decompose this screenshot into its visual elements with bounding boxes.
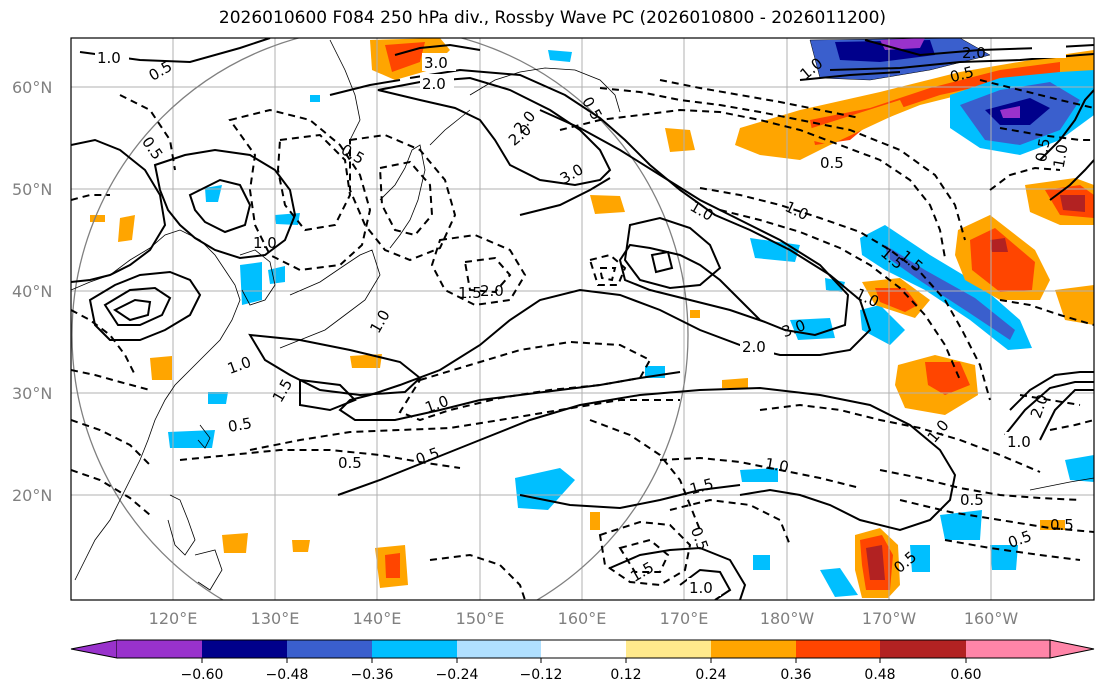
contour-label: 0.5 [948,63,976,87]
contour-label: 2.0 [742,338,766,356]
contour-label: 1.0 [253,234,277,252]
lat-label-30n: 30°N [12,384,52,403]
lat-label-60n: 60°N [12,78,52,97]
shaded-patches [90,38,1094,598]
map-title: 2026010600 F084 250 hPa div., Rossby Wav… [218,8,887,28]
contour-label: 2.0 [422,75,446,93]
lon-label-130e: 130°E [251,609,300,628]
colorbar-bin [287,640,372,658]
colorbar-tick: 0.60 [950,667,981,683]
colorbar-bin [796,640,880,658]
contour-label: 1.5 [688,475,716,499]
colorbar-bin [202,640,287,658]
colorbar-bin [966,640,1050,658]
colorbar-bin [711,640,796,658]
contour-label: 2.0 [962,44,986,62]
colorbar-tick: −0.60 [181,667,224,683]
contour-label: 1.0 [689,579,713,597]
colorbar-tick: 0.12 [610,667,641,683]
colorbar-arrow-min [70,639,118,659]
colorbar-tick: 0.36 [780,667,811,683]
colorbar-tick: −0.48 [266,667,309,683]
contour-label: 1.0 [97,49,121,67]
colorbar-bin [880,640,966,658]
contour-label: 0.5 [1050,516,1074,534]
radius-circle [71,38,689,600]
contour-label: 2.0 [480,282,504,300]
colorbar-tick: 0.24 [695,667,726,683]
colorbar-bin [372,640,457,658]
lon-label-160e: 160°E [558,609,607,628]
coastlines [71,39,1094,591]
colorbar-arrow-max [1049,639,1095,659]
contour-label: 1.0 [1007,433,1031,451]
contours-positive [71,38,1094,600]
map-plot-area: 1.0 0.5 0.5 3.0 2.0 2.0 3.0 0.5 1.0 1.0 … [71,38,1094,600]
lon-label-160w: 160°W [964,609,1019,628]
contour-label: 1.0 [1050,143,1072,170]
colorbar-bin [541,640,626,658]
lon-label-120e: 120°E [149,609,198,628]
colorbar-bin [117,640,202,658]
contour-label: 1.0 [764,454,791,476]
colorbar-tick: −0.36 [351,667,394,683]
colorbar: −0.60 −0.48 −0.36 −0.24 −0.12 0.12 0.24 … [70,639,1095,683]
colorbar-bin [457,640,541,658]
colorbar-bin [626,640,711,658]
lon-label-180w: 180°W [760,609,815,628]
colorbar-tick: −0.24 [436,667,479,683]
lat-label-20n: 20°N [12,486,52,505]
contour-label: 1.5 [458,284,482,302]
lon-label-170e: 170°E [660,609,709,628]
contour-label: 0.5 [1032,137,1054,164]
map-frame [70,37,1095,601]
contour-label: 0.5 [820,154,844,172]
lat-label-40n: 40°N [12,282,52,301]
contours-negative [71,79,1094,600]
contour-label: 0.5 [338,454,362,472]
colorbar-tick: −0.12 [520,667,563,683]
lon-label-170w: 170°W [862,609,917,628]
contour-label: 0.5 [227,414,254,436]
contour-label: 0.5 [960,491,984,509]
longitude-labels: 120°E 130°E 140°E 150°E 160°E 170°E 180°… [149,609,1019,628]
colorbar-tick: 0.48 [864,667,895,683]
lat-label-50n: 50°N [12,180,52,199]
contour-label: 3.0 [424,54,448,72]
latitude-labels: 60°N 50°N 40°N 30°N 20°N [12,78,52,505]
lon-label-140e: 140°E [353,609,402,628]
lon-label-150e: 150°E [456,609,505,628]
